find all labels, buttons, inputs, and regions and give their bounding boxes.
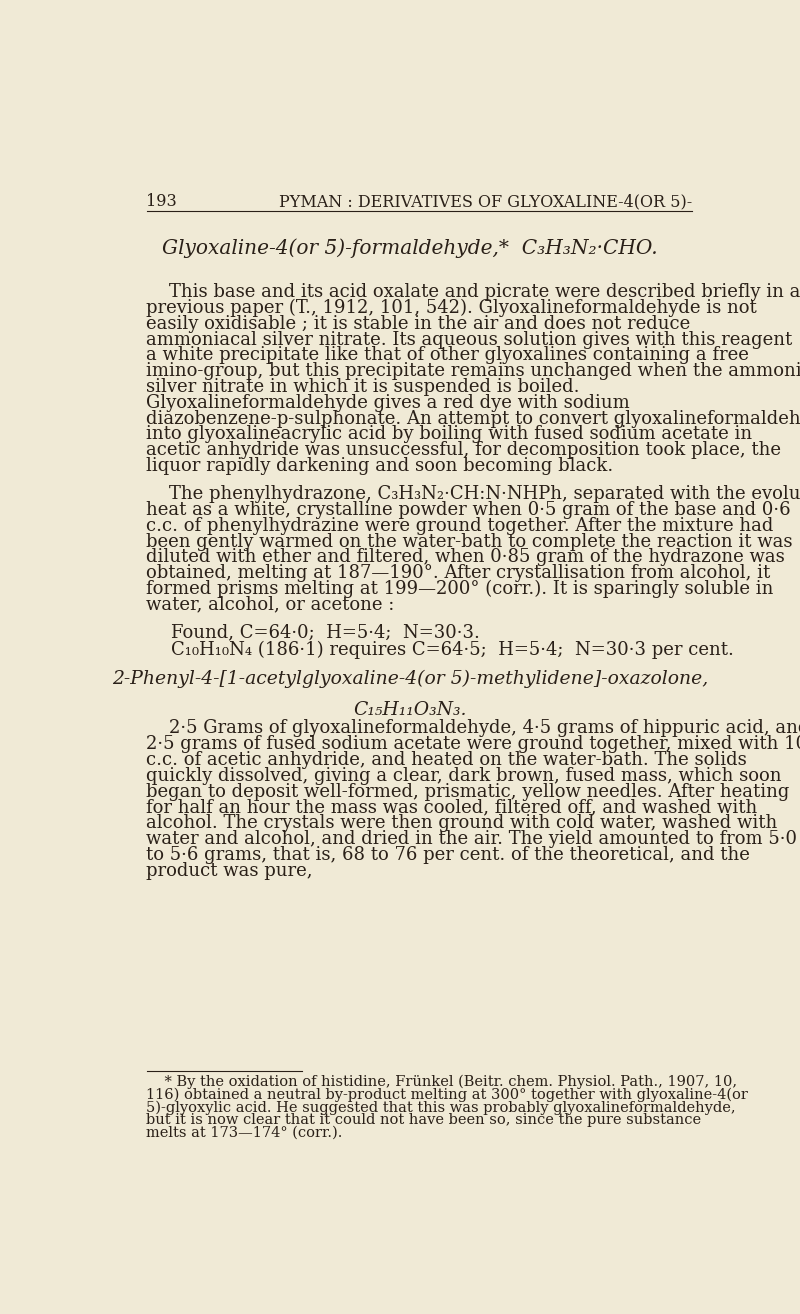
Text: 193: 193 xyxy=(146,193,178,210)
Text: formed prisms melting at 199—200° (corr.). It is sparingly soluble in: formed prisms melting at 199—200° (corr.… xyxy=(146,579,774,598)
Text: C₁₀H₁₀N₄ (186·1) requires C=64·5;  H=5·4;  N=30·3 per cent.: C₁₀H₁₀N₄ (186·1) requires C=64·5; H=5·4;… xyxy=(171,641,734,660)
Text: 2·5 Grams of glyoxalineformaldehyde, 4·5 grams of hippuric acid, and: 2·5 Grams of glyoxalineformaldehyde, 4·5… xyxy=(146,719,800,737)
Text: for half an hour the mass was cooled, filtered off, and washed with: for half an hour the mass was cooled, fi… xyxy=(146,799,758,816)
Text: 2-Phenyl-4-[1-acetylglyoxaline-4(or 5)-methylidene]-oxazolone,: 2-Phenyl-4-[1-acetylglyoxaline-4(or 5)-m… xyxy=(112,670,708,689)
Text: liquor rapidly darkening and soon becoming black.: liquor rapidly darkening and soon becomi… xyxy=(146,457,614,476)
Text: 5)-glyoxylic acid. He suggested that this was probably glyoxalineformaldehyde,: 5)-glyoxylic acid. He suggested that thi… xyxy=(146,1100,736,1114)
Text: a white precipitate like that of other glyoxalines containing a free: a white precipitate like that of other g… xyxy=(146,347,750,364)
Text: water, alcohol, or acetone :: water, alcohol, or acetone : xyxy=(146,595,395,614)
Text: 116) obtained a neutral by-product melting at 300° together with glyoxaline-4(or: 116) obtained a neutral by-product melti… xyxy=(146,1088,748,1102)
Text: Glyoxalineformaldehyde gives a red dye with sodium: Glyoxalineformaldehyde gives a red dye w… xyxy=(146,394,630,411)
Text: diluted with ether and filtered, when 0·85 gram of the hydrazone was: diluted with ether and filtered, when 0·… xyxy=(146,548,786,566)
Text: heat as a white, crystalline powder when 0·5 gram of the base and 0·6: heat as a white, crystalline powder when… xyxy=(146,501,791,519)
Text: C₁₅H₁₁O₃N₃.: C₁₅H₁₁O₃N₃. xyxy=(354,700,466,719)
Text: c.c. of acetic anhydride, and heated on the water-bath. The solids: c.c. of acetic anhydride, and heated on … xyxy=(146,752,747,769)
Text: * By the oxidation of histidine, Frünkel (Beitr. chem. Physiol. Path., 1907, 10,: * By the oxidation of histidine, Frünkel… xyxy=(146,1075,738,1089)
Text: ammoniacal silver nitrate. Its aqueous solution gives with this reagent: ammoniacal silver nitrate. Its aqueous s… xyxy=(146,331,793,348)
Text: Glyoxaline-4(or 5)-formaldehyde,*  C₃H₃N₂·CHO.: Glyoxaline-4(or 5)-formaldehyde,* C₃H₃N₂… xyxy=(162,239,658,259)
Text: previous paper (T., 1912, 101, 542). Glyoxalineformaldehyde is not: previous paper (T., 1912, 101, 542). Gly… xyxy=(146,300,758,317)
Text: silver nitrate in which it is suspended is boiled.: silver nitrate in which it is suspended … xyxy=(146,378,580,396)
Text: c.c. of phenylhydrazine were ground together. After the mixture had: c.c. of phenylhydrazine were ground toge… xyxy=(146,516,774,535)
Text: obtained, melting at 187—190°. After crystallisation from alcohol, it: obtained, melting at 187—190°. After cry… xyxy=(146,564,770,582)
Text: acetic anhydride was unsuccessful, for decomposition took place, the: acetic anhydride was unsuccessful, for d… xyxy=(146,442,782,460)
Text: but it is now clear that it could not have been so, since the pure substance: but it is now clear that it could not ha… xyxy=(146,1113,702,1126)
Text: into glyoxalineacrylic acid by boiling with fused sodium acetate in: into glyoxalineacrylic acid by boiling w… xyxy=(146,426,753,444)
Text: been gently warmed on the water-bath to complete the reaction it was: been gently warmed on the water-bath to … xyxy=(146,532,793,551)
Text: diazobenzene-p-sulphonate. An attempt to convert glyoxalineformaldehyde: diazobenzene-p-sulphonate. An attempt to… xyxy=(146,410,800,427)
Text: This base and its acid oxalate and picrate were described briefly in a: This base and its acid oxalate and picra… xyxy=(146,283,800,301)
Text: quickly dissolved, giving a clear, dark brown, fused mass, which soon: quickly dissolved, giving a clear, dark … xyxy=(146,767,782,784)
Text: to 5·6 grams, that is, 68 to 76 per cent. of the theoretical, and the: to 5·6 grams, that is, 68 to 76 per cent… xyxy=(146,846,750,863)
Text: began to deposit well-formed, prismatic, yellow needles. After heating: began to deposit well-formed, prismatic,… xyxy=(146,783,790,800)
Text: 2·5 grams of fused sodium acetate were ground together, mixed with 10: 2·5 grams of fused sodium acetate were g… xyxy=(146,736,800,753)
Text: PYMAN : DERIVATIVES OF GLYOXALINE-4(OR 5)-: PYMAN : DERIVATIVES OF GLYOXALINE-4(OR 5… xyxy=(279,193,692,210)
Text: product was pure,: product was pure, xyxy=(146,862,313,880)
Text: imino-group, but this precipitate remains unchanged when the ammoniacal: imino-group, but this precipitate remain… xyxy=(146,363,800,380)
Text: The phenylhydrazone, C₃H₃N₂·CH:N·NHPh, separated with the evolution of: The phenylhydrazone, C₃H₃N₂·CH:N·NHPh, s… xyxy=(146,485,800,503)
Text: alcohol. The crystals were then ground with cold water, washed with: alcohol. The crystals were then ground w… xyxy=(146,815,778,832)
Text: melts at 173—174° (corr.).: melts at 173—174° (corr.). xyxy=(146,1125,343,1139)
Text: water and alcohol, and dried in the air. The yield amounted to from 5·0: water and alcohol, and dried in the air.… xyxy=(146,830,798,848)
Text: Found, C=64·0;  H=5·4;  N=30·3.: Found, C=64·0; H=5·4; N=30·3. xyxy=(171,624,480,641)
Text: easily oxidisable ; it is stable in the air and does not reduce: easily oxidisable ; it is stable in the … xyxy=(146,315,690,332)
